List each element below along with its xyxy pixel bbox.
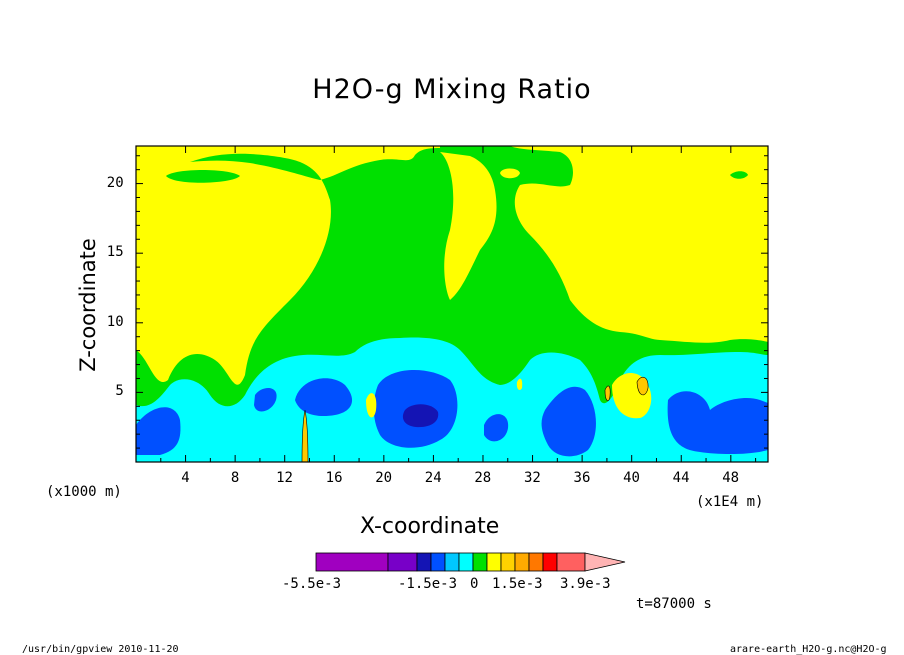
contour-blue-right <box>667 391 768 455</box>
contour-orange-patch-40b <box>636 376 649 396</box>
contour-blue-35 <box>541 386 596 457</box>
contour-green-patch-upperleft <box>166 170 240 183</box>
y-tick-label: 10 <box>106 313 124 330</box>
colorbar-swatch <box>444 552 460 572</box>
x-unit-left: (x1000 m) <box>46 484 122 500</box>
x-tick-label: 24 <box>424 470 442 486</box>
y-ticks <box>136 155 768 449</box>
x-axis-label: X-coordinate <box>360 514 500 539</box>
contour-yellow-patch-20 <box>366 393 377 418</box>
x-tick-label: 4 <box>181 470 190 486</box>
colorbar-swatch <box>542 552 558 572</box>
x-tick-label: 12 <box>276 470 293 486</box>
chart-title: H2O-g Mixing Ratio <box>312 74 592 105</box>
colorbar-swatch <box>430 552 446 572</box>
colorbar-label: -5.5e-3 <box>282 576 342 592</box>
colorbar-swatch <box>500 552 516 572</box>
y-tick-label: 5 <box>115 383 124 400</box>
footer-right: arare-earth_H2O-g.nc@H2O-g <box>730 644 887 655</box>
footer-left: /usr/bin/gpview 2010-11-20 <box>22 644 179 655</box>
colorbar-extend-arrow <box>584 552 626 572</box>
colorbar-swatch <box>472 552 488 572</box>
x-tick-label: 48 <box>722 470 740 486</box>
contour-blue-16 <box>295 378 353 417</box>
colorbar-swatch <box>528 552 544 572</box>
time-label: t=87000 s <box>636 596 712 612</box>
colorbar-label: 0 <box>470 576 479 592</box>
y-axis-label: Z-coordinate <box>76 238 100 372</box>
x-ticks <box>160 146 757 462</box>
x-tick-label: 20 <box>375 470 393 486</box>
x-tick-label: 44 <box>672 470 690 486</box>
x-tick-label: 8 <box>230 470 240 486</box>
colorbar-swatch <box>387 552 418 572</box>
colorbar-swatch <box>514 552 530 572</box>
contour-yellow-patch-31 <box>516 378 523 390</box>
y-tick-label: 15 <box>106 244 124 261</box>
contour-yellow-island-top <box>500 168 520 179</box>
x-tick-label: 32 <box>523 470 541 486</box>
colorbar-label: 3.9e-3 <box>560 576 611 592</box>
colorbar <box>315 552 626 572</box>
contour-blue-patch-12 <box>254 388 277 412</box>
colorbar-swatch <box>416 552 432 572</box>
x-tick-label: 28 <box>474 470 492 486</box>
contour-orange-spike-14 <box>301 409 309 462</box>
contour-blue-patch-28 <box>484 414 509 442</box>
contour-yellow-tongue <box>440 152 497 300</box>
x-unit-right: (x1E4 m) <box>696 494 764 510</box>
contour-orange-patch-40a <box>604 385 611 402</box>
colorbar-swatch <box>556 552 586 572</box>
colorbar-label: 1.5e-3 <box>492 576 543 592</box>
plot-frame <box>135 145 769 463</box>
contour-green-patch-upperright <box>730 171 748 179</box>
colorbar-label: -1.5e-3 <box>398 576 458 592</box>
y-tick-label: 20 <box>106 174 124 191</box>
colorbar-swatch <box>486 552 502 572</box>
x-tick-label: 40 <box>623 470 640 486</box>
colorbar-swatch <box>458 552 474 572</box>
colorbar-swatch <box>315 552 389 572</box>
x-tick-label: 16 <box>325 470 343 486</box>
contour-blue-left <box>136 407 181 455</box>
contour-darkblue-center <box>402 404 439 428</box>
x-tick-label: 36 <box>573 470 591 486</box>
